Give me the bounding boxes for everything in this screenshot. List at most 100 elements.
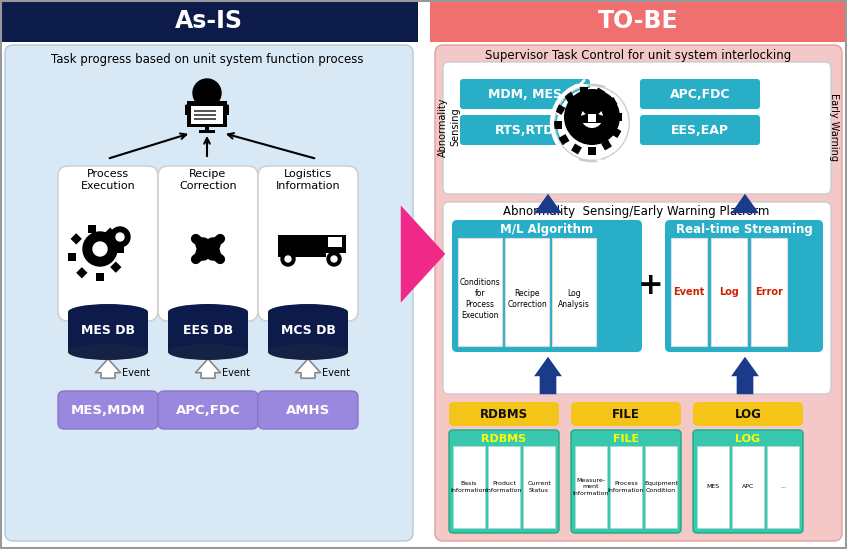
Text: RDBMS: RDBMS — [480, 407, 528, 421]
Bar — [552, 238, 596, 346]
FancyBboxPatch shape — [158, 391, 258, 429]
Bar — [110, 261, 121, 273]
FancyBboxPatch shape — [571, 430, 681, 533]
Bar — [328, 237, 342, 247]
FancyBboxPatch shape — [571, 402, 681, 426]
Text: MES: MES — [706, 485, 720, 490]
FancyBboxPatch shape — [435, 45, 842, 541]
FancyBboxPatch shape — [449, 430, 559, 533]
Circle shape — [281, 252, 295, 266]
Circle shape — [83, 232, 117, 266]
Bar — [588, 114, 596, 122]
Text: M/L Algorithm: M/L Algorithm — [501, 223, 594, 237]
Text: MES,MDM: MES,MDM — [70, 404, 146, 417]
Text: APC,FDC: APC,FDC — [175, 404, 241, 417]
FancyBboxPatch shape — [258, 391, 358, 429]
Text: Process
Information: Process Information — [608, 481, 645, 492]
Bar — [88, 225, 96, 233]
Text: Process
Execution: Process Execution — [80, 169, 136, 191]
Circle shape — [116, 233, 124, 241]
Text: MES DB: MES DB — [81, 323, 135, 337]
Bar — [96, 273, 104, 281]
Text: FILE: FILE — [612, 407, 640, 421]
Ellipse shape — [268, 344, 348, 360]
Text: Recipe
Correction: Recipe Correction — [507, 289, 547, 309]
Bar — [606, 97, 617, 108]
Text: Event: Event — [322, 368, 350, 378]
FancyBboxPatch shape — [640, 79, 760, 109]
Text: LOG: LOG — [734, 407, 761, 421]
Bar — [523, 446, 555, 528]
Bar — [430, 0, 847, 42]
Text: Log: Log — [719, 287, 739, 297]
Bar — [453, 446, 485, 528]
Bar — [611, 127, 622, 138]
Bar — [194, 118, 216, 120]
Text: RDBMS: RDBMS — [481, 434, 527, 444]
Text: Conditions
for
Process
Execution: Conditions for Process Execution — [460, 278, 501, 320]
Circle shape — [285, 256, 291, 262]
Circle shape — [110, 227, 130, 247]
Bar — [68, 312, 148, 352]
Bar — [594, 87, 605, 98]
Text: APC: APC — [742, 485, 754, 490]
Ellipse shape — [68, 344, 148, 360]
Text: Logistics
Information: Logistics Information — [275, 169, 340, 191]
Bar — [751, 238, 787, 346]
Text: Supervisor Task Control for unit system interlocking: Supervisor Task Control for unit system … — [484, 48, 791, 61]
Bar — [555, 104, 566, 115]
Text: Early Warning: Early Warning — [829, 93, 839, 161]
FancyBboxPatch shape — [443, 202, 831, 394]
Bar — [104, 227, 116, 239]
Text: Log
Analysis: Log Analysis — [558, 289, 590, 309]
Circle shape — [327, 252, 341, 266]
Text: Event: Event — [673, 287, 705, 297]
Text: Abnormality  Sensing/Early Warning Platform: Abnormality Sensing/Early Warning Platfo… — [503, 205, 769, 219]
Bar — [767, 446, 799, 528]
Text: Basis
Information: Basis Information — [451, 481, 487, 492]
Text: +: + — [638, 272, 664, 300]
Text: FILE: FILE — [613, 434, 639, 444]
Text: Recipe
Correction: Recipe Correction — [180, 169, 237, 191]
Bar — [187, 101, 227, 127]
FancyArrowPatch shape — [534, 357, 562, 394]
FancyBboxPatch shape — [258, 166, 358, 321]
Circle shape — [331, 256, 337, 262]
Text: Abnormality
Sensing: Abnormality Sensing — [438, 97, 460, 157]
Text: Error: Error — [755, 287, 783, 297]
FancyArrowPatch shape — [96, 359, 120, 378]
Text: LOG: LOG — [735, 434, 761, 444]
FancyBboxPatch shape — [460, 79, 590, 109]
FancyBboxPatch shape — [693, 402, 803, 426]
Circle shape — [557, 88, 627, 158]
FancyArrowPatch shape — [731, 357, 759, 394]
Bar — [732, 446, 764, 528]
FancyBboxPatch shape — [665, 220, 823, 352]
Bar — [194, 114, 216, 116]
Text: RTS,RTD: RTS,RTD — [495, 124, 555, 137]
Bar — [558, 134, 569, 145]
FancyBboxPatch shape — [158, 166, 258, 321]
Bar — [610, 446, 642, 528]
Ellipse shape — [68, 304, 148, 320]
Text: Measure-
ment
Information: Measure- ment Information — [573, 478, 609, 496]
Bar — [580, 87, 588, 95]
Bar — [671, 238, 707, 346]
Bar — [564, 92, 575, 103]
Text: Event: Event — [122, 368, 150, 378]
FancyBboxPatch shape — [693, 430, 803, 533]
FancyBboxPatch shape — [640, 115, 760, 145]
Bar — [588, 147, 596, 155]
Circle shape — [564, 89, 620, 145]
Bar — [278, 235, 326, 257]
Bar — [711, 238, 747, 346]
Bar — [68, 253, 76, 261]
Text: Real-time Streaming: Real-time Streaming — [676, 223, 812, 237]
Bar — [116, 245, 124, 253]
Text: MDM, MES: MDM, MES — [488, 87, 562, 100]
FancyArrowPatch shape — [196, 359, 220, 378]
FancyBboxPatch shape — [58, 166, 158, 321]
FancyBboxPatch shape — [452, 220, 642, 352]
FancyArrowPatch shape — [534, 194, 562, 213]
Bar — [326, 235, 346, 253]
